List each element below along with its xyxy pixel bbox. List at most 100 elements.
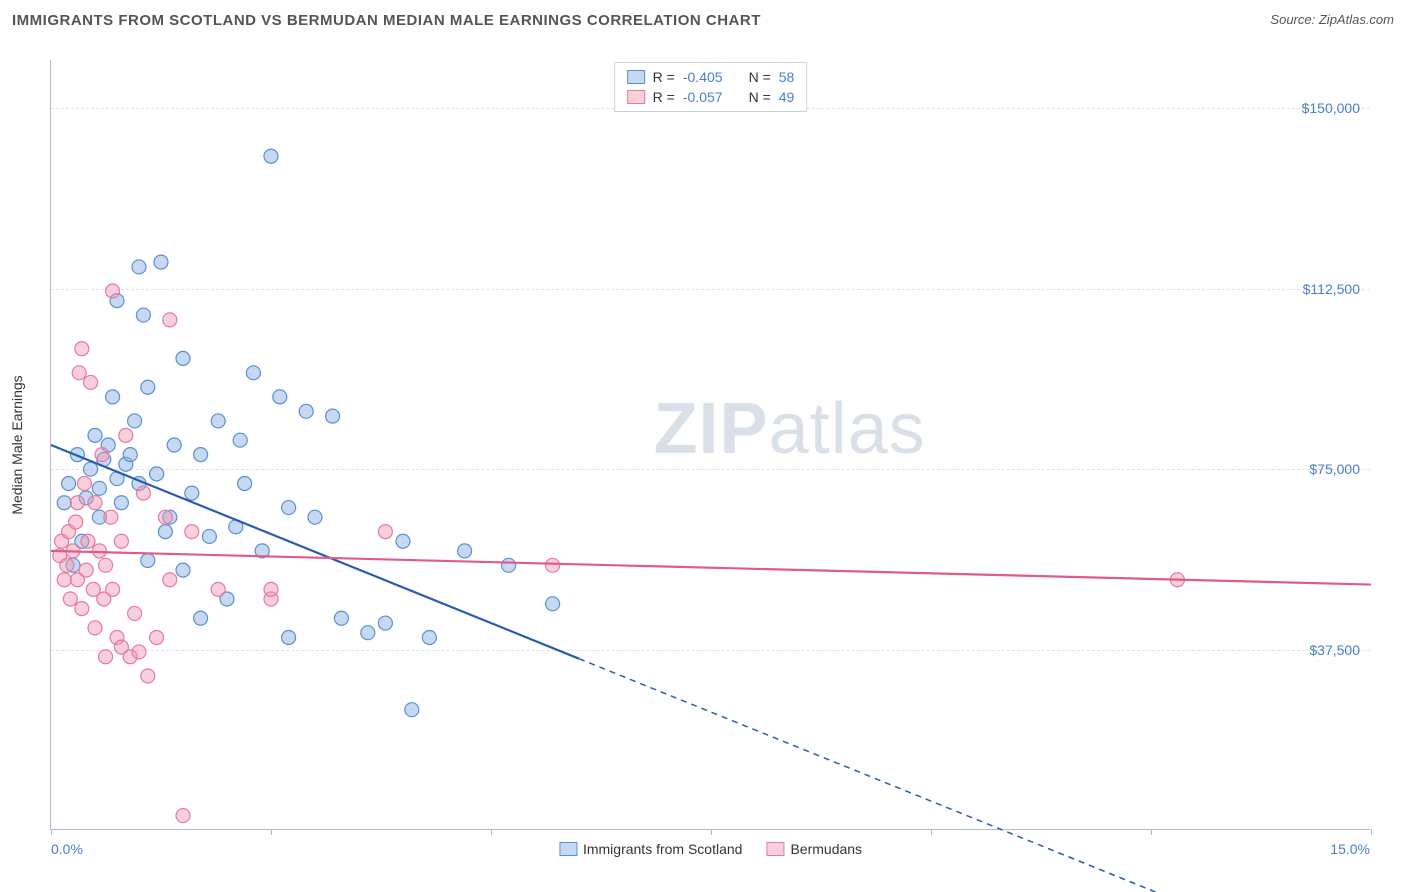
scatter-point xyxy=(75,602,89,616)
scatter-point xyxy=(264,582,278,596)
legend-swatch xyxy=(627,90,645,104)
scatter-point xyxy=(502,558,516,572)
legend-n-value: 58 xyxy=(779,69,795,85)
scatter-point xyxy=(84,375,98,389)
scatter-point xyxy=(141,380,155,394)
scatter-point xyxy=(163,573,177,587)
source-value: ZipAtlas.com xyxy=(1319,12,1394,27)
scatter-point xyxy=(63,592,77,606)
legend-n-value: 49 xyxy=(779,89,795,105)
x-tick xyxy=(711,829,712,835)
scatter-point xyxy=(57,573,71,587)
scatter-point xyxy=(128,606,142,620)
scatter-point xyxy=(361,626,375,640)
scatter-point xyxy=(106,284,120,298)
scatter-point xyxy=(92,544,106,558)
x-axis-label-min: 0.0% xyxy=(51,841,83,857)
scatter-point xyxy=(95,448,109,462)
x-tick xyxy=(1371,829,1372,835)
scatter-point xyxy=(136,486,150,500)
scatter-point xyxy=(150,631,164,645)
scatter-point xyxy=(81,534,95,548)
legend-correlation-row: R =-0.405N =58 xyxy=(627,67,795,87)
scatter-point xyxy=(176,351,190,365)
scatter-point xyxy=(308,510,322,524)
scatter-point xyxy=(75,342,89,356)
legend-series-label: Bermudans xyxy=(790,841,862,857)
scatter-point xyxy=(88,496,102,510)
scatter-point xyxy=(185,486,199,500)
scatter-point xyxy=(119,428,133,442)
scatter-point xyxy=(132,645,146,659)
legend-r-value: -0.057 xyxy=(683,89,723,105)
scatter-point xyxy=(546,597,560,611)
legend-series-item: Immigrants from Scotland xyxy=(559,841,743,857)
scatter-point xyxy=(194,611,208,625)
scatter-point xyxy=(154,255,168,269)
scatter-point xyxy=(92,481,106,495)
x-tick xyxy=(1151,829,1152,835)
legend-series-item: Bermudans xyxy=(766,841,862,857)
scatter-point xyxy=(158,525,172,539)
scatter-point xyxy=(264,149,278,163)
scatter-point xyxy=(88,621,102,635)
chart-title: IMMIGRANTS FROM SCOTLAND VS BERMUDAN MED… xyxy=(12,12,761,29)
scatter-point xyxy=(334,611,348,625)
legend-r-label: R = xyxy=(653,69,675,85)
scatter-point xyxy=(458,544,472,558)
legend-n-label: N = xyxy=(749,89,771,105)
x-tick xyxy=(931,829,932,835)
scatter-point xyxy=(378,616,392,630)
scatter-point xyxy=(141,669,155,683)
scatter-point xyxy=(211,582,225,596)
x-tick xyxy=(51,829,52,835)
scatter-point xyxy=(299,404,313,418)
scatter-point xyxy=(405,703,419,717)
scatter-point xyxy=(546,558,560,572)
title-bar: IMMIGRANTS FROM SCOTLAND VS BERMUDAN MED… xyxy=(12,12,1394,36)
legend-n-label: N = xyxy=(749,69,771,85)
legend-r-label: R = xyxy=(653,89,675,105)
scatter-point xyxy=(99,650,113,664)
scatter-point xyxy=(378,525,392,539)
scatter-point xyxy=(60,558,74,572)
scatter-point xyxy=(62,477,76,491)
scatter-point xyxy=(273,390,287,404)
x-tick xyxy=(491,829,492,835)
scatter-point xyxy=(282,501,296,515)
scatter-point xyxy=(88,428,102,442)
source-label: Source: xyxy=(1270,12,1315,27)
scatter-point xyxy=(104,510,118,524)
trend-line-dashed xyxy=(579,659,1371,892)
scatter-point xyxy=(396,534,410,548)
scatter-point xyxy=(114,534,128,548)
correlation-legend: R =-0.405N =58R =-0.057N =49 xyxy=(614,62,808,112)
scatter-point xyxy=(422,631,436,645)
scatter-point xyxy=(176,809,190,823)
scatter-point xyxy=(77,477,91,491)
y-axis-title: Median Male Earnings xyxy=(9,375,25,514)
scatter-point xyxy=(167,438,181,452)
scatter-point xyxy=(79,563,93,577)
scatter-point xyxy=(132,260,146,274)
scatter-point xyxy=(123,448,137,462)
scatter-point xyxy=(128,414,142,428)
scatter-point xyxy=(246,366,260,380)
scatter-point xyxy=(163,313,177,327)
legend-swatch xyxy=(559,842,577,856)
scatter-point xyxy=(69,515,83,529)
scatter-point xyxy=(211,414,225,428)
scatter-point xyxy=(106,390,120,404)
trend-line xyxy=(51,551,1371,585)
scatter-point xyxy=(238,477,252,491)
scatter-point xyxy=(176,563,190,577)
scatter-point xyxy=(72,366,86,380)
scatter-point xyxy=(99,558,113,572)
scatter-point xyxy=(141,554,155,568)
scatter-point xyxy=(202,529,216,543)
scatter-point xyxy=(282,631,296,645)
x-tick xyxy=(271,829,272,835)
legend-series-label: Immigrants from Scotland xyxy=(583,841,743,857)
scatter-point xyxy=(106,582,120,596)
legend-correlation-row: R = -0.057 N = 49 xyxy=(627,87,795,107)
